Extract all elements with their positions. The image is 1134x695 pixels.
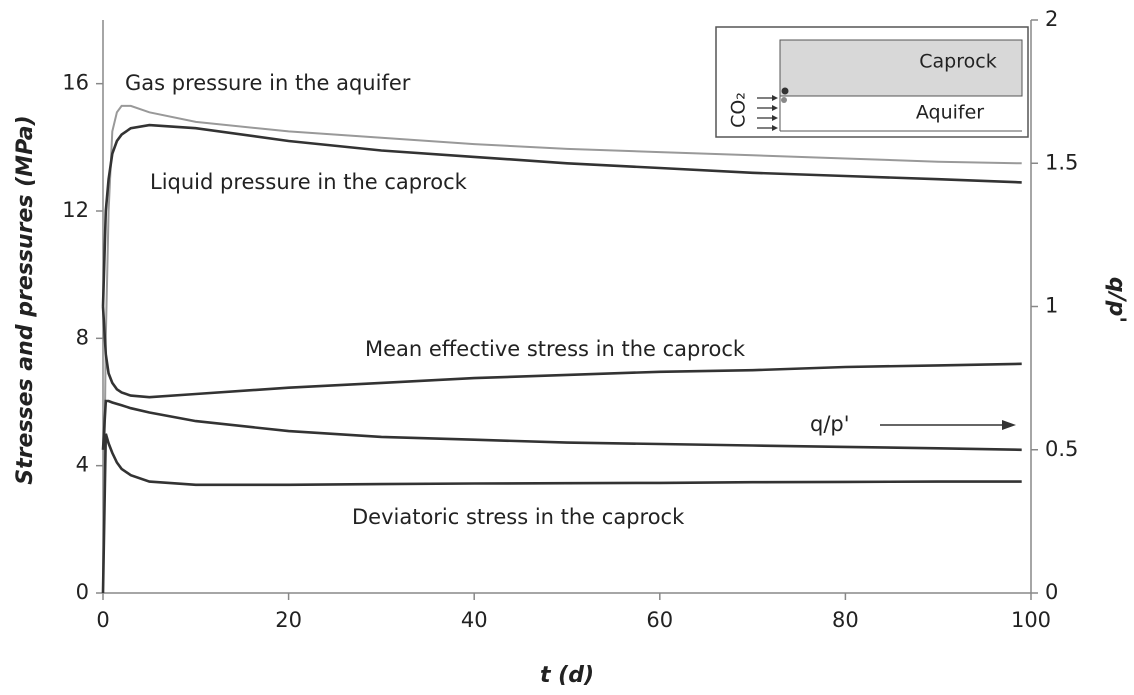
aquifer-label: Aquifer bbox=[916, 102, 984, 124]
series-label: Liquid pressure in the caprock bbox=[150, 170, 468, 194]
y-tick-label: 0 bbox=[76, 580, 89, 604]
y-tick-label: 4 bbox=[76, 453, 89, 477]
y-axis-title: Stresses and pressures (MPa) bbox=[13, 115, 38, 484]
x-tick-label: 40 bbox=[461, 608, 488, 632]
y2-axis-title: q/p' bbox=[1104, 277, 1129, 323]
y2-tick-label: 0 bbox=[1045, 580, 1058, 604]
x-tick-label: 0 bbox=[96, 608, 109, 632]
caprock-label: Caprock bbox=[919, 51, 996, 73]
series-line bbox=[101, 399, 1022, 452]
co2-label: CO₂ bbox=[728, 92, 750, 128]
annotation-arrowhead bbox=[1002, 420, 1016, 430]
x-tick-label: 100 bbox=[1011, 608, 1051, 632]
series-line bbox=[101, 433, 1022, 594]
series-label: q/p' bbox=[810, 412, 850, 436]
y2-tick-label: 2 bbox=[1045, 7, 1058, 31]
y2-tick-label: 0.5 bbox=[1045, 437, 1078, 461]
y2-tick-label: 1.5 bbox=[1045, 150, 1078, 174]
injection-arrows bbox=[757, 95, 778, 131]
x-axis-title: t (d) bbox=[540, 663, 594, 688]
inset: Caprock Aquifer CO₂ bbox=[715, 26, 1029, 138]
y-tick-label: 12 bbox=[62, 198, 89, 222]
series-label: Gas pressure in the aquifer bbox=[125, 71, 411, 95]
y-tick-label: 8 bbox=[76, 325, 89, 349]
y2-tick-label: 1 bbox=[1045, 294, 1058, 318]
y-tick-label: 16 bbox=[62, 71, 89, 95]
x-tick-label: 60 bbox=[646, 608, 673, 632]
series-line bbox=[101, 306, 1022, 399]
caprock-layer bbox=[779, 39, 1023, 97]
x-tick-label: 20 bbox=[275, 608, 302, 632]
x-tick-label: 80 bbox=[832, 608, 859, 632]
series-line bbox=[101, 123, 1022, 307]
point-marker bbox=[781, 87, 789, 95]
series-label: Deviatoric stress in the caprock bbox=[352, 505, 685, 529]
series-label: Mean effective stress in the caprock bbox=[365, 337, 746, 361]
point-marker bbox=[781, 97, 787, 103]
series-line bbox=[102, 104, 1022, 594]
